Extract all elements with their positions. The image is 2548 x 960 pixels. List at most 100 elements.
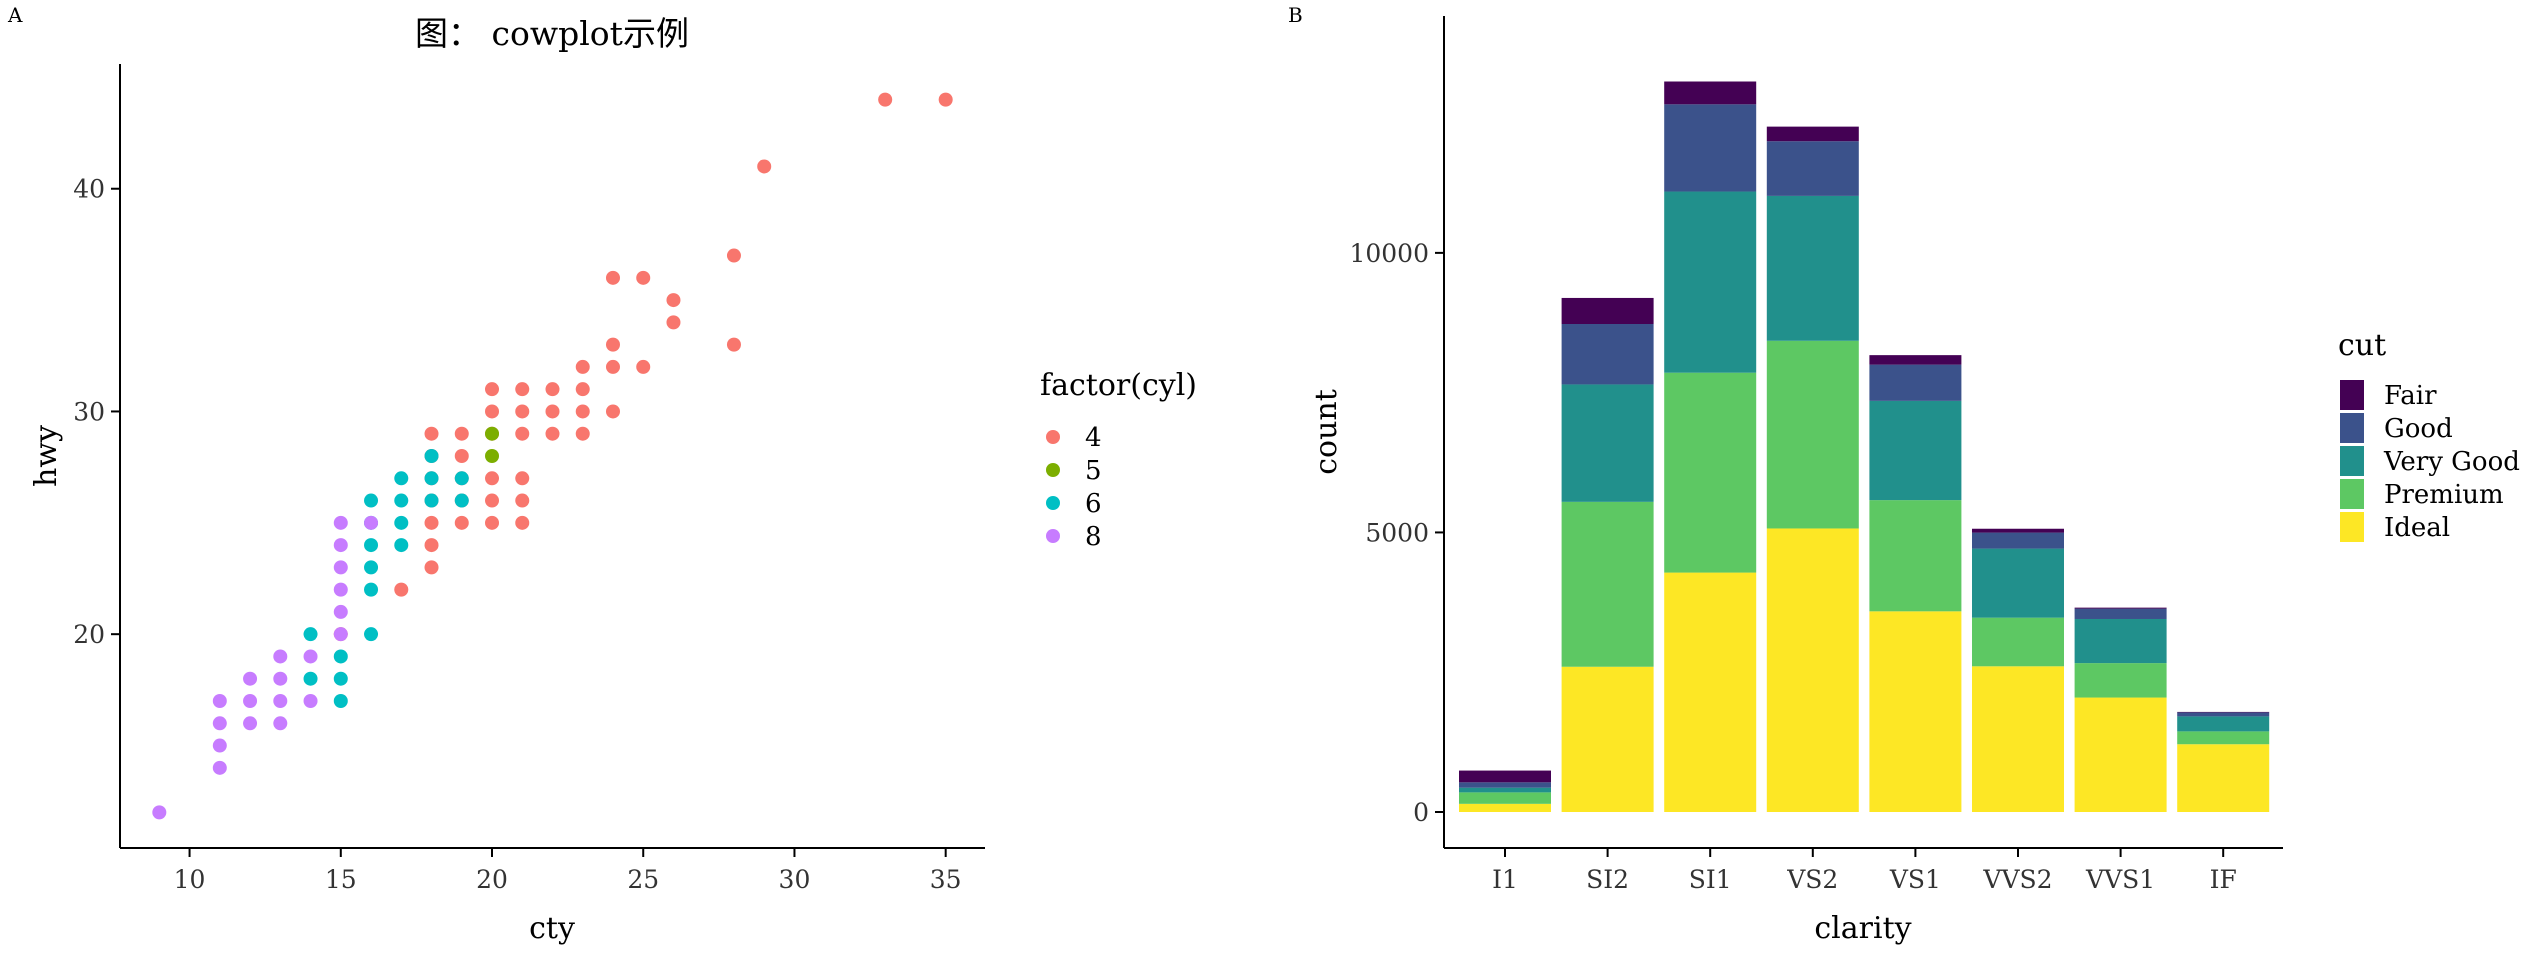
scatter-point — [636, 359, 651, 374]
scatter-point — [243, 694, 258, 708]
panel-a-tag: A — [7, 3, 23, 27]
scatter-point — [364, 582, 379, 597]
scatter-point — [243, 671, 258, 686]
legend-key-fair — [2340, 380, 2364, 410]
bar-segment-good — [2177, 712, 2270, 717]
panel-b: B I1 SI2 SI1 VS2 VS1 VVS2 VVS1 IF 0 5000 10000 cl… — [1288, 3, 2520, 946]
scatter-point — [878, 92, 893, 107]
scatter-point — [212, 694, 227, 708]
scatter-point — [485, 449, 500, 463]
y-tick-label: 0 — [1413, 798, 1429, 827]
bar-segment-ideal — [1766, 528, 1859, 812]
bar-segment-very-good — [1664, 191, 1757, 373]
bar-segment-fair — [2074, 607, 2167, 609]
scatter-point — [364, 538, 379, 553]
x-tick-label: 30 — [779, 865, 811, 894]
panel-b-tag: B — [1288, 3, 1303, 27]
bar-segment-premium — [1766, 340, 1859, 529]
bar-segment-premium — [1972, 617, 2064, 667]
scatter-point — [333, 515, 348, 530]
x-tick-label: 15 — [325, 865, 357, 894]
bar-segment-fair — [1972, 528, 2064, 533]
legend-key-5 — [1046, 463, 1060, 477]
bar-segment-good — [1561, 323, 1654, 385]
scatter-point — [424, 449, 439, 463]
x-tick-label: VVS2 — [1982, 865, 2052, 894]
bar-segment-very-good — [2177, 716, 2270, 732]
scatter-point — [757, 159, 772, 174]
scatter-point — [364, 493, 379, 508]
legend-label-6: 6 — [1085, 489, 1102, 519]
legend-label-5: 5 — [1085, 456, 1102, 486]
scatter-point — [273, 694, 288, 708]
bar-segment-very-good — [2074, 618, 2167, 664]
scatter-point — [545, 382, 560, 397]
bar-segment-fair — [1664, 81, 1757, 105]
scatter-point — [333, 538, 348, 553]
legend-key-6 — [1046, 496, 1060, 510]
legend-label-very-good: Very Good — [2383, 447, 2520, 477]
scatter-point — [333, 604, 348, 619]
legend-label-good: Good — [2384, 414, 2453, 444]
scatter-point — [333, 560, 348, 575]
scatter-point — [212, 716, 227, 731]
scatter-point — [424, 515, 439, 530]
y-tick-label: 40 — [73, 175, 105, 204]
scatter-point — [485, 404, 500, 419]
legend-key-4 — [1046, 430, 1060, 444]
scatter-point — [394, 493, 409, 508]
bar-segment-premium — [2074, 663, 2167, 698]
bar-segment-ideal — [1972, 666, 2064, 812]
scatter-point — [394, 515, 409, 530]
scatter-point — [485, 515, 500, 530]
scatter-point — [485, 493, 500, 508]
scatter-point — [515, 382, 530, 397]
bar-segment-very-good — [1766, 195, 1859, 341]
scatter-point — [605, 270, 620, 285]
scatter-point — [515, 515, 530, 530]
scatter-point — [515, 471, 530, 486]
scatter-point — [303, 671, 318, 686]
x-tick-label: 10 — [174, 865, 206, 894]
scatter-point — [726, 248, 741, 263]
a-x-ticks: 10 15 20 25 30 35 — [174, 848, 962, 894]
b-y-ticks: 0 5000 10000 — [1349, 239, 1444, 827]
scatter-point — [575, 426, 590, 441]
scatter-point — [726, 337, 741, 352]
scatter-point — [938, 92, 953, 107]
x-tick-label: VVS1 — [2085, 865, 2155, 894]
b-x-axis-label: clarity — [1814, 911, 1911, 946]
scatter-point — [454, 426, 469, 441]
bar-segment-good — [1766, 141, 1859, 196]
y-tick-label: 10000 — [1349, 239, 1429, 268]
bar-segment-ideal — [1869, 611, 1962, 812]
scatter-point — [515, 426, 530, 441]
bar-segment-good — [1459, 782, 1551, 788]
scatter-point — [454, 493, 469, 508]
bar-segment-good — [1664, 104, 1757, 192]
scatter-point — [605, 337, 620, 352]
scatter-point — [454, 449, 469, 463]
bar-segment-premium — [2177, 731, 2270, 745]
scatter-point — [303, 627, 318, 642]
a-y-ticks: 20 30 40 — [73, 175, 120, 649]
b-y-axis-label: count — [1309, 389, 1344, 475]
scatter-point — [605, 404, 620, 419]
x-tick-label: I1 — [1492, 865, 1518, 894]
bar-plot-area — [1459, 81, 2270, 812]
scatter-point — [485, 471, 500, 486]
scatter-point — [333, 694, 348, 708]
legend-label-8: 8 — [1085, 522, 1102, 552]
scatter-point — [303, 694, 318, 708]
scatter-point — [515, 493, 530, 508]
bar-segment-ideal — [1561, 666, 1654, 812]
scatter-point — [333, 627, 348, 642]
scatter-point — [424, 560, 439, 575]
y-tick-label: 20 — [73, 620, 105, 649]
scatter-point — [424, 538, 439, 553]
scatter-point — [575, 382, 590, 397]
legend-label-4: 4 — [1085, 423, 1102, 453]
scatter-point — [636, 270, 651, 285]
bar-segment-fair — [1561, 297, 1654, 324]
